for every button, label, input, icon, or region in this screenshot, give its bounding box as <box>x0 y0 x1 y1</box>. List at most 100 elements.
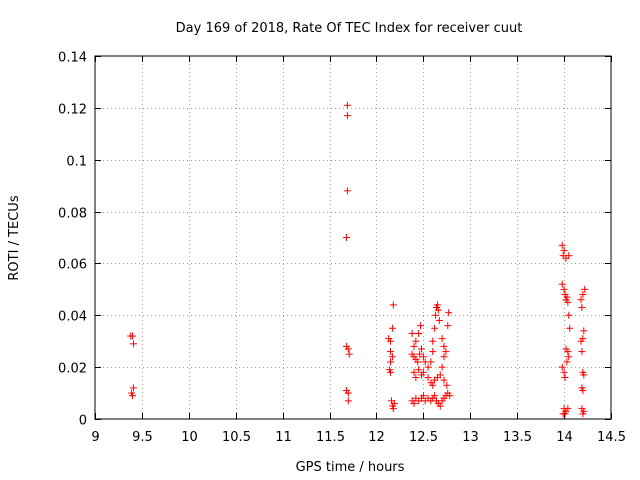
data-point <box>563 358 571 366</box>
y-tick-label: 0.08 <box>58 207 87 222</box>
data-points <box>127 101 589 418</box>
data-point <box>343 112 351 120</box>
data-point <box>412 374 420 382</box>
data-point <box>565 252 573 260</box>
x-tick-label: 11 <box>275 430 292 445</box>
data-point <box>431 392 439 400</box>
data-point <box>579 291 587 299</box>
data-point <box>424 363 432 371</box>
data-point <box>561 374 569 382</box>
data-point <box>442 348 450 356</box>
data-point <box>558 241 566 249</box>
x-axis-title: GPS time / hours <box>296 460 405 475</box>
data-point <box>438 335 446 343</box>
data-point <box>581 285 589 293</box>
data-point <box>410 368 418 376</box>
data-point <box>429 381 437 389</box>
data-point <box>564 298 572 306</box>
data-point <box>578 348 586 356</box>
data-point <box>389 405 397 413</box>
data-point <box>436 402 444 410</box>
data-point <box>417 345 425 353</box>
data-point <box>408 329 416 337</box>
data-point <box>410 342 418 350</box>
data-point <box>424 374 432 382</box>
data-point <box>129 384 137 392</box>
data-point <box>578 304 586 312</box>
data-point <box>565 311 573 319</box>
data-point <box>389 301 397 309</box>
data-point <box>343 187 351 195</box>
data-point <box>433 301 441 309</box>
data-point <box>414 358 422 366</box>
y-tick-label: 0 <box>79 414 87 429</box>
data-point <box>415 329 423 337</box>
x-tick-label: 11.5 <box>316 430 345 445</box>
data-point <box>432 311 440 319</box>
y-tick-label: 0.04 <box>58 310 87 325</box>
data-point <box>429 348 437 356</box>
data-point <box>343 101 351 109</box>
x-tick-label: 10 <box>181 430 198 445</box>
y-tick-labels: 0 0.02 0.04 0.06 0.08 0.1 0.12 0.14 <box>58 51 87 429</box>
x-tick-label: 13 <box>462 430 479 445</box>
data-point <box>580 371 588 379</box>
data-point <box>446 392 454 400</box>
data-point <box>440 353 448 361</box>
data-point <box>129 332 137 340</box>
data-point <box>561 410 569 418</box>
data-point <box>579 410 587 418</box>
data-point <box>388 324 396 332</box>
data-point <box>445 309 453 317</box>
data-point <box>344 389 352 397</box>
x-tick-label: 12.5 <box>409 430 438 445</box>
data-point <box>416 350 424 358</box>
data-point <box>342 234 350 241</box>
data-point <box>427 358 435 366</box>
x-tick-labels: 9 9.5 10 10.5 11 11.5 12 12.5 13 13.5 14 14.5 <box>91 430 626 445</box>
data-point <box>415 366 423 374</box>
axis-ticks <box>95 56 612 420</box>
data-point <box>579 386 587 394</box>
y-tick-label: 0.02 <box>58 362 87 377</box>
data-point <box>412 337 420 345</box>
data-point <box>438 363 446 371</box>
data-point <box>560 246 568 254</box>
x-tick-label: 9.5 <box>132 430 153 445</box>
chart-title: Day 169 of 2018, Rate Of TEC Index for r… <box>176 21 523 36</box>
data-point <box>566 324 574 332</box>
x-tick-label: 12 <box>368 430 385 445</box>
data-point <box>440 376 448 384</box>
data-point <box>564 348 572 356</box>
data-point <box>434 306 442 314</box>
data-point <box>387 368 395 376</box>
data-point <box>563 293 571 301</box>
data-point <box>387 337 395 345</box>
x-tick-label: 14 <box>556 430 573 445</box>
y-axis-title: ROTI / TECUs <box>7 195 22 280</box>
data-point <box>565 353 573 361</box>
data-point <box>558 363 566 371</box>
data-point <box>129 392 137 400</box>
data-point <box>560 285 568 293</box>
data-point <box>419 368 427 376</box>
data-point <box>444 322 452 330</box>
data-point <box>387 358 395 366</box>
data-point <box>560 368 568 376</box>
plot-frame <box>94 55 612 420</box>
data-point <box>577 337 585 345</box>
data-point <box>417 322 425 330</box>
data-point <box>419 353 427 361</box>
data-point <box>435 316 443 324</box>
data-point <box>388 353 396 361</box>
data-point <box>344 397 352 405</box>
x-tick-label: 9 <box>91 430 99 445</box>
x-tick-label: 13.5 <box>503 430 532 445</box>
data-point <box>443 381 451 389</box>
y-tick-label: 0.14 <box>58 51 87 66</box>
data-point <box>387 348 395 356</box>
x-tick-label: 14.5 <box>597 430 626 445</box>
data-point <box>129 340 137 348</box>
data-point <box>429 337 437 345</box>
data-point <box>344 345 352 353</box>
